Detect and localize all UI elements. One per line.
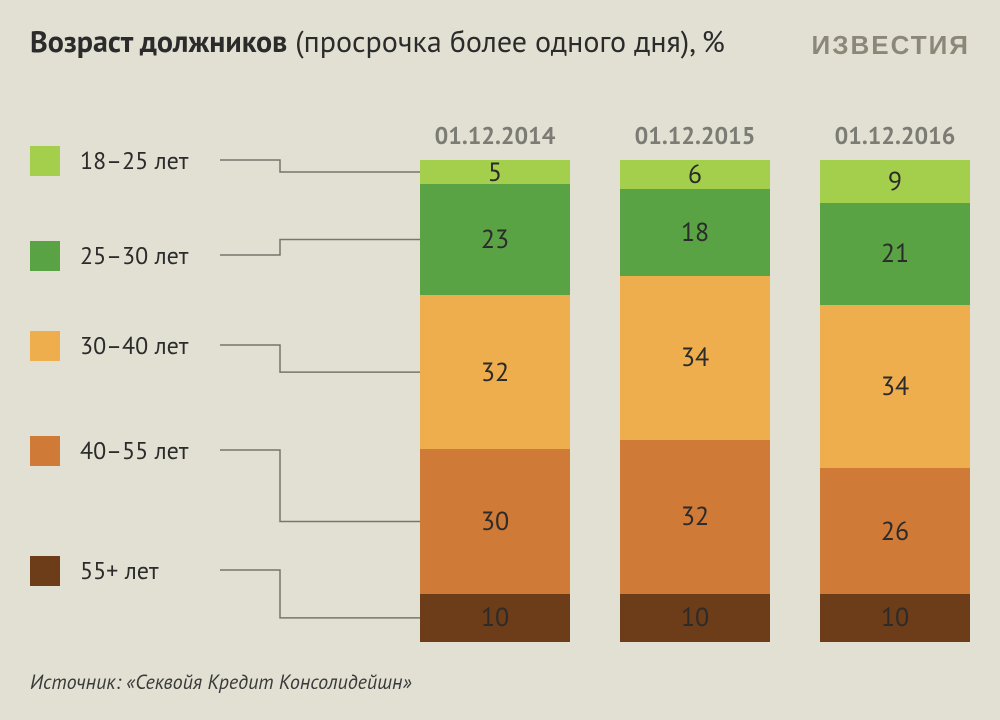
chart-column: 01.12.20156 18 34 32 10	[620, 120, 770, 642]
bar-segment-a40_55: 30	[420, 449, 570, 594]
legend-label: 40–55 лет	[80, 435, 188, 466]
segment-value: 32	[681, 500, 709, 533]
column-header: 01.12.2015	[620, 120, 770, 160]
bar-segment-a18_25: 6	[620, 160, 770, 189]
bar-segment-a18_25: 5	[420, 160, 570, 184]
segment-value: 30	[481, 505, 509, 538]
bar-segment-a25_30: 23	[420, 184, 570, 295]
stacked-bar: 6 18 34 32 10	[620, 160, 770, 642]
segment-value: 21	[881, 237, 909, 270]
column-header: 01.12.2016	[820, 120, 970, 160]
legend-label: 30–40 лет	[80, 330, 188, 361]
segment-value: 10	[881, 601, 909, 634]
publisher-logo: ИЗВЕСТИЯ	[812, 30, 970, 61]
column-header: 01.12.2014	[420, 120, 570, 160]
bar-segment-a40_55: 32	[620, 440, 770, 594]
legend-item-a30_40: 30–40 лет	[30, 330, 188, 361]
page-title: Возраст должников (просрочка более одног…	[30, 25, 725, 58]
segment-value: 10	[481, 601, 509, 634]
legend-swatch	[30, 556, 60, 586]
legend-item-a40_55: 40–55 лет	[30, 435, 188, 466]
bar-segment-a55p: 10	[420, 594, 570, 642]
legend-label: 55+ лет	[80, 555, 159, 586]
legend-swatch	[30, 241, 60, 271]
legend-item-a18_25: 18–25 лет	[30, 145, 188, 176]
bar-segment-a30_40: 34	[820, 305, 970, 469]
legend-item-a25_30: 25–30 лет	[30, 240, 188, 271]
legend-swatch	[30, 331, 60, 361]
legend-label: 25–30 лет	[80, 240, 188, 271]
source-text: Источник: «Секвойя Кредит Консолидейшн»	[30, 669, 412, 695]
bar-segment-a18_25: 9	[820, 160, 970, 203]
bar-segment-a30_40: 34	[620, 276, 770, 440]
segment-value: 9	[888, 165, 902, 198]
bar-segment-a30_40: 32	[420, 295, 570, 449]
stacked-bar-chart: 01.12.201452332301001.12.201561834321001…	[390, 120, 970, 655]
segment-value: 34	[681, 341, 709, 374]
chart-column: 01.12.2016 9 21 34 26 10	[820, 120, 970, 642]
stacked-bar: 5 23 32 30 10	[420, 160, 570, 642]
segment-value: 23	[481, 223, 509, 256]
legend-swatch	[30, 146, 60, 176]
segment-value: 10	[681, 601, 709, 634]
bar-segment-a25_30: 18	[620, 189, 770, 276]
segment-value: 18	[681, 216, 709, 249]
bar-segment-a25_30: 21	[820, 203, 970, 304]
legend-label: 18–25 лет	[80, 145, 188, 176]
segment-value: 26	[881, 515, 909, 548]
segment-value: 6	[688, 158, 702, 191]
legend-item-a55p: 55+ лет	[30, 555, 159, 586]
title-light: (просрочка более одного дня), %	[287, 22, 725, 61]
chart-column: 01.12.20145 23 32 30 10	[420, 120, 570, 642]
page-root: Возраст должников (просрочка более одног…	[0, 0, 1000, 720]
stacked-bar: 9 21 34 26 10	[820, 160, 970, 642]
legend-swatch	[30, 436, 60, 466]
title-bold: Возраст должников	[30, 22, 287, 61]
bar-segment-a55p: 10	[620, 594, 770, 642]
segment-value: 5	[488, 156, 502, 189]
segment-value: 32	[481, 356, 509, 389]
bar-segment-a40_55: 26	[820, 468, 970, 593]
bar-segment-a55p: 10	[820, 594, 970, 642]
segment-value: 34	[881, 370, 909, 403]
